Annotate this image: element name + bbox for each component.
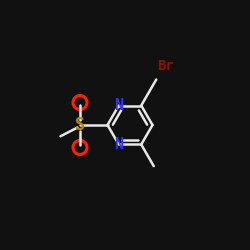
Text: Br: Br xyxy=(158,59,174,73)
Text: S: S xyxy=(75,116,85,134)
Text: N: N xyxy=(114,98,123,113)
Text: N: N xyxy=(114,137,123,152)
